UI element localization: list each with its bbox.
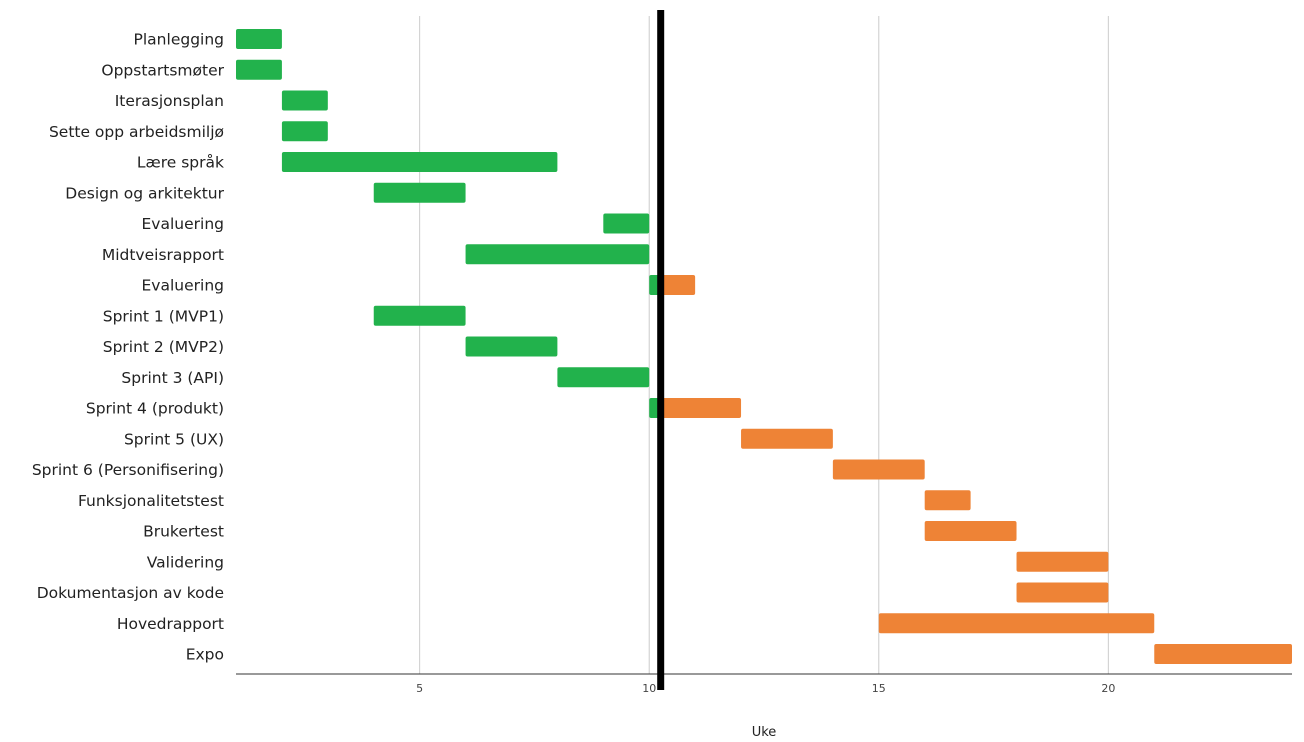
task-label: Oppstartsmøter	[101, 61, 224, 79]
task-bar-remaining	[1016, 582, 1109, 603]
x-tick-labels: 5 10 15 20	[416, 682, 1115, 695]
task-label: Brukertest	[143, 523, 224, 541]
x-axis-title: Uke	[752, 725, 777, 740]
task-bar-remaining	[832, 459, 925, 480]
task-bar-completed	[557, 367, 650, 388]
task-label: Funksjonalitetstest	[78, 492, 224, 510]
x-tick-label: 10	[642, 682, 656, 695]
task-bar-completed	[373, 305, 466, 326]
task-bar-completed	[373, 182, 466, 203]
task-label: Dokumentasjon av kode	[37, 584, 224, 602]
task-bar-remaining	[660, 398, 742, 418]
task-label: Sprint 3 (API)	[121, 369, 224, 387]
task-bar-completed	[281, 90, 328, 111]
task-label: Sprint 1 (MVP1)	[103, 307, 224, 325]
task-bar-remaining	[878, 613, 1155, 634]
task-label: Iterasjonsplan	[115, 92, 224, 110]
task-label: Lære språk	[137, 154, 224, 172]
task-label: Planlegging	[134, 31, 224, 49]
task-label: Expo	[186, 646, 224, 664]
task-label: Midtveisrapport	[102, 246, 224, 264]
task-labels: Planlegging Oppstartsmøter Iterasjonsplan S…	[32, 31, 225, 664]
task-label: Validering	[147, 553, 224, 571]
task-bar-remaining	[741, 428, 833, 449]
x-tick-label: 5	[416, 682, 423, 695]
x-tick-label: 15	[872, 682, 886, 695]
task-bar-remaining	[1016, 551, 1109, 572]
task-label: Sette opp arbeidsmiljø	[49, 123, 224, 141]
task-bar-completed	[465, 336, 558, 357]
task-label: Sprint 2 (MVP2)	[103, 338, 224, 356]
task-bar-completed	[281, 152, 558, 172]
task-label: Sprint 5 (UX)	[124, 430, 224, 448]
task-bar-completed	[236, 59, 282, 80]
task-bar-remaining	[924, 490, 971, 511]
task-bar-completed	[465, 244, 650, 265]
task-bars	[236, 29, 1292, 664]
task-bar-completed	[236, 29, 282, 49]
task-label: Sprint 6 (Personifisering)	[32, 461, 224, 479]
task-label: Evaluering	[142, 277, 224, 295]
task-label: Design og arkitektur	[65, 184, 224, 202]
task-bar-remaining	[1154, 644, 1292, 664]
task-bar-remaining	[660, 275, 696, 295]
task-bar-remaining	[924, 521, 1017, 541]
task-label: Evaluering	[142, 215, 224, 233]
task-bar-completed	[281, 121, 328, 142]
task-label: Hovedrapport	[117, 615, 224, 633]
task-bar-completed	[603, 213, 650, 234]
x-tick-label: 20	[1101, 682, 1115, 695]
task-label: Sprint 4 (produkt)	[86, 400, 224, 418]
